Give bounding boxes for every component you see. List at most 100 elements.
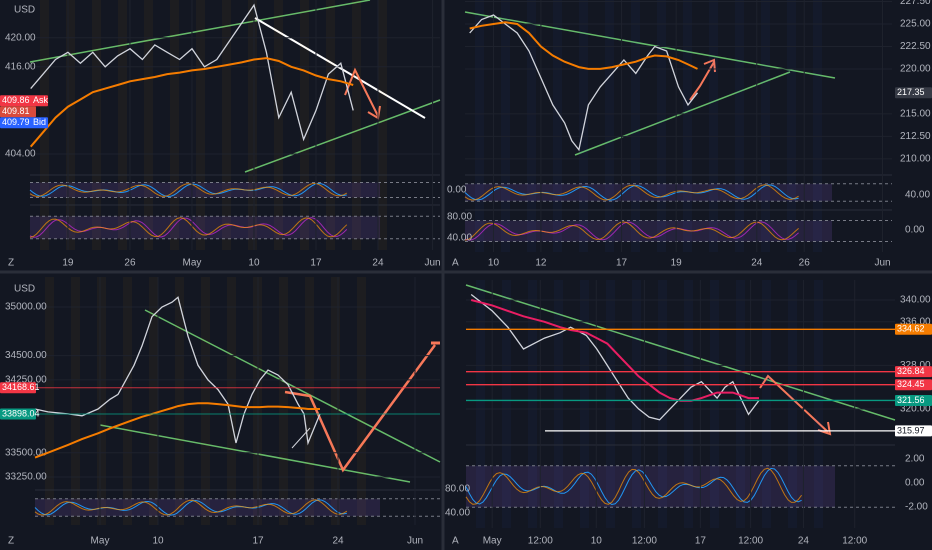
session-band	[527, 0, 536, 252]
price-tag-label: 334.62	[897, 324, 925, 334]
x-tick-label: 26	[124, 258, 136, 269]
oscillator-line	[464, 221, 799, 241]
session-band	[502, 280, 511, 528]
session-band	[123, 277, 132, 525]
price-tag-label: 409.81	[2, 106, 30, 116]
x-tick-label: 17	[252, 536, 264, 547]
session-band	[305, 277, 314, 525]
session-band	[528, 280, 537, 528]
oscillator-line	[34, 499, 347, 516]
y-tick-label: 336.00	[900, 316, 931, 327]
price-tag	[895, 366, 932, 378]
indicator-tick-label: 2.00	[905, 454, 925, 465]
x-tick-label: 10	[488, 258, 500, 269]
y-tick-label: 35000.00	[5, 302, 47, 313]
session-band	[97, 277, 106, 525]
arrow	[759, 374, 829, 433]
y-tick-label: 225.00	[900, 19, 931, 30]
price-line	[470, 293, 760, 421]
price-tag-label: 409.79	[2, 117, 30, 127]
indicator-tick-label: 80.00	[447, 212, 472, 223]
y-tick-label: 34250.00	[5, 374, 47, 385]
price-tag	[0, 382, 36, 394]
x-tick-label: 10	[152, 536, 164, 547]
x-tick-label: May	[183, 258, 202, 269]
oscillator-line	[29, 182, 348, 197]
price-tag	[895, 425, 932, 437]
session-band	[300, 0, 309, 250]
y-tick-label: 33250.00	[5, 472, 47, 483]
session-band	[357, 277, 366, 525]
price-tag-label: 326.84	[897, 366, 925, 376]
trendline	[29, 0, 371, 63]
y-tick-label: 340.00	[900, 295, 931, 306]
trendline	[254, 17, 426, 119]
x-tick-label: 17	[310, 258, 322, 269]
y-tick-label: 328.00	[900, 360, 931, 371]
session-band	[92, 0, 101, 250]
y-tick-label: 210.00	[900, 153, 931, 164]
oscillator-line	[29, 182, 347, 198]
session-band	[222, 0, 231, 250]
session-band	[554, 280, 563, 528]
price-line	[30, 3, 354, 142]
price-tag	[0, 106, 36, 118]
session-band	[196, 0, 205, 250]
x-tick-label: 26	[799, 258, 811, 269]
x-tick-label: 17	[616, 258, 628, 269]
axis-icon: A	[452, 536, 459, 547]
price-line	[469, 14, 699, 152]
session-band	[149, 277, 158, 525]
session-band	[762, 280, 771, 528]
session-band	[736, 280, 745, 528]
session-band	[170, 0, 179, 250]
x-tick-label: Jun	[424, 258, 440, 269]
x-tick-label: Jun	[407, 536, 423, 547]
session-band	[144, 0, 153, 250]
price-line	[29, 57, 354, 148]
x-tick-label: 12:00	[738, 536, 763, 547]
y-tick-label: 404.00	[5, 149, 36, 160]
x-tick-label: 10	[248, 258, 260, 269]
session-band	[632, 280, 641, 528]
trendline	[465, 284, 896, 421]
session-band	[605, 0, 614, 252]
session-band	[683, 0, 692, 252]
oscillator-band	[30, 182, 380, 198]
session-band	[631, 0, 640, 252]
oscillator-line	[29, 217, 348, 238]
trendline	[464, 11, 836, 79]
x-tick-label: 12	[535, 258, 547, 269]
oscillator-line	[464, 184, 799, 201]
price-line	[470, 299, 759, 402]
price-tag	[0, 408, 36, 420]
y-tick-label: 33500.00	[5, 447, 47, 458]
trendline	[244, 99, 441, 173]
axis-icon: A	[452, 258, 459, 269]
price-tag	[895, 87, 932, 99]
price-tag-label: 217.35	[897, 87, 925, 97]
indicator-tick-label: 40.00	[445, 508, 470, 519]
y-tick-label: 34500.00	[5, 350, 47, 361]
session-band	[813, 0, 822, 252]
price-tag-label: 409.86	[2, 95, 30, 105]
indicator-tick-label: 40.00	[447, 233, 472, 244]
session-band	[657, 0, 666, 252]
x-tick-label: 19	[62, 258, 74, 269]
session-band	[684, 280, 693, 528]
session-band	[66, 0, 75, 250]
oscillator-band	[465, 220, 832, 242]
session-band	[274, 0, 283, 250]
y-tick-label: 222.50	[900, 41, 931, 52]
x-tick-label: May	[91, 536, 110, 547]
session-band	[248, 0, 257, 250]
oscillator-line	[464, 184, 799, 201]
oscillator-line	[465, 467, 802, 506]
axis-icon: Z	[8, 258, 14, 269]
session-band	[658, 280, 667, 528]
x-tick-label: 24	[798, 536, 810, 547]
session-band	[331, 277, 340, 525]
trendline	[99, 424, 411, 483]
